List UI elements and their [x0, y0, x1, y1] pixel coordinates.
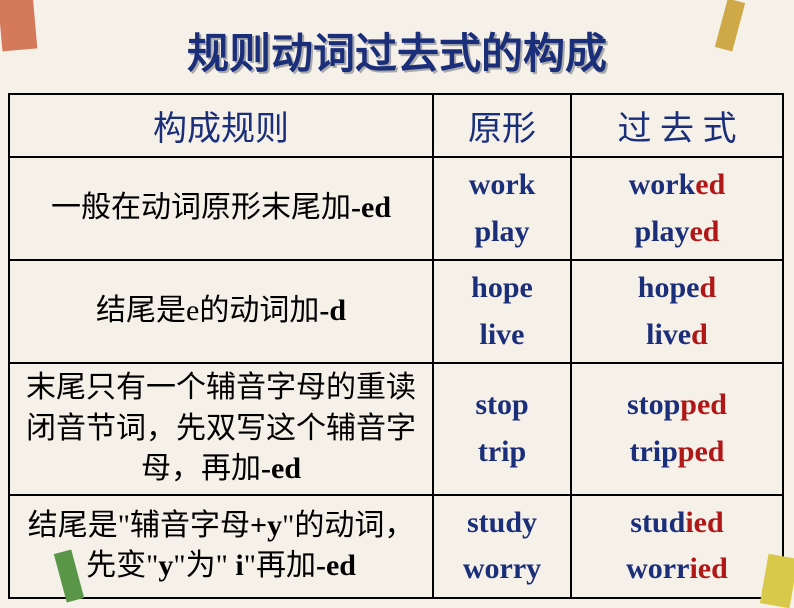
table-row: 结尾是e的动词加-d hopelive hopedlived [9, 260, 783, 363]
rule-cell-2: 结尾是e的动词加-d [9, 260, 433, 363]
rules-table: 构成规则 原形 过 去 式 一般在动词原形末尾加-ed workplay wor… [8, 93, 784, 599]
rules-table-container: 构成规则 原形 过 去 式 一般在动词原形末尾加-ed workplay wor… [0, 93, 794, 599]
table-row: 结尾是"辅音字母+y"的动词，先变"y"为" i"再加-ed studyworr… [9, 495, 783, 598]
base-cell-2: hopelive [433, 260, 571, 363]
decorative-tab-top-left [0, 0, 37, 51]
table-row: 一般在动词原形末尾加-ed workplay workedplayed [9, 157, 783, 260]
rule-cell-1: 一般在动词原形末尾加-ed [9, 157, 433, 260]
base-cell-4: studyworry [433, 495, 571, 598]
page-title: 规则动词过去式的构成 [0, 0, 794, 93]
past-cell-3: stoppedtripped [571, 363, 783, 495]
past-cell-1: workedplayed [571, 157, 783, 260]
header-base: 原形 [433, 94, 571, 157]
base-cell-1: workplay [433, 157, 571, 260]
header-past: 过 去 式 [571, 94, 783, 157]
past-cell-4: studiedworried [571, 495, 783, 598]
table-header-row: 构成规则 原形 过 去 式 [9, 94, 783, 157]
header-rule: 构成规则 [9, 94, 433, 157]
base-cell-3: stoptrip [433, 363, 571, 495]
table-row: 末尾只有一个辅音字母的重读闭音节词，先双写这个辅音字母，再加-ed stoptr… [9, 363, 783, 495]
rule-cell-3: 末尾只有一个辅音字母的重读闭音节词，先双写这个辅音字母，再加-ed [9, 363, 433, 495]
past-cell-2: hopedlived [571, 260, 783, 363]
